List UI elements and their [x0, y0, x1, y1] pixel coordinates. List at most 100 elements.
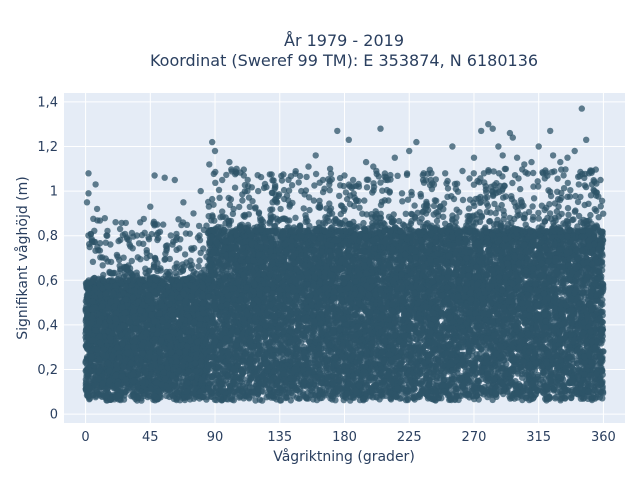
scatter-point	[115, 392, 122, 399]
scatter-point	[89, 306, 96, 313]
scatter-point	[113, 361, 120, 369]
scatter-point	[171, 383, 179, 390]
scatter-point	[96, 318, 103, 326]
scatter-point	[152, 276, 160, 284]
scatter-point	[132, 325, 139, 333]
scatter-point	[150, 263, 158, 270]
scatter-point	[199, 300, 207, 307]
scatter-point	[160, 369, 167, 376]
scatter-point	[158, 337, 165, 344]
scatter-point	[109, 277, 116, 284]
scatter-point	[183, 388, 191, 395]
scatter-point	[168, 295, 175, 302]
scatter-point	[171, 264, 178, 271]
scatter-point	[114, 276, 122, 283]
scatter-point	[91, 285, 99, 293]
scatter-point	[129, 371, 137, 378]
chart-title-line-1: År 1979 - 2019	[284, 31, 404, 50]
scatter-point	[175, 320, 183, 328]
scatter-point	[111, 303, 118, 310]
scatter-point	[151, 221, 159, 228]
scatter-point	[89, 298, 96, 305]
scatter-point	[130, 377, 137, 385]
scatter-point	[177, 304, 184, 312]
scatter-point	[120, 273, 127, 280]
scatter-point	[96, 356, 103, 363]
scatter-point	[128, 360, 135, 367]
scatter-point	[104, 283, 112, 290]
scatter-point	[151, 318, 158, 325]
scatter-point	[119, 304, 126, 311]
scatter-point	[128, 229, 136, 237]
scatter-point	[130, 393, 137, 401]
scatter-point	[193, 345, 200, 352]
scatter-point	[165, 333, 173, 340]
scatter-point	[157, 357, 164, 365]
scatter-point	[122, 219, 129, 227]
scatter-point	[190, 318, 198, 326]
scatter-point	[176, 397, 184, 404]
scatter-point	[120, 322, 127, 329]
scatter-point	[110, 290, 117, 297]
scatter-point	[135, 240, 143, 247]
scatter-point	[97, 254, 104, 261]
scatter-point	[107, 258, 115, 266]
scatter-point	[165, 387, 172, 394]
scatter-point	[162, 242, 170, 250]
scatter-point	[114, 253, 121, 260]
scatter-point	[95, 390, 102, 398]
scatter-point	[88, 353, 95, 360]
scatter-point	[139, 301, 146, 309]
scatter-point	[131, 337, 139, 345]
scatter-point	[182, 298, 189, 305]
scatter-point	[99, 262, 106, 269]
scatter-point	[88, 320, 95, 327]
scatter-point	[180, 290, 187, 298]
scatter-point	[133, 319, 140, 326]
scatter-point	[147, 305, 155, 312]
scatter-point	[166, 255, 173, 263]
scatter-point	[153, 379, 161, 386]
scatter-point	[114, 381, 122, 388]
scatter-point	[175, 216, 182, 223]
scatter-point	[142, 265, 149, 272]
scatter-point	[166, 268, 173, 276]
scatter-point	[188, 293, 195, 300]
scatter-point	[190, 273, 197, 281]
scatter-point	[122, 376, 130, 383]
scatter-point	[169, 372, 176, 379]
scatter-point	[115, 237, 122, 245]
scatter-point	[102, 239, 110, 246]
scatter-point	[90, 368, 98, 375]
scatter-point	[94, 217, 101, 224]
scatter-point	[106, 377, 113, 385]
scatter-point	[92, 327, 99, 334]
scatter-point	[86, 385, 94, 392]
scatter-point	[187, 337, 194, 345]
scatter-point	[156, 310, 163, 317]
scatter-point	[200, 327, 208, 334]
scatter-point	[139, 379, 146, 386]
scatter-point	[198, 376, 205, 384]
scatter-point	[96, 339, 104, 346]
scatter-point	[103, 386, 110, 393]
chart-title-line-2: Koordinat (Sweref 99 TM): E 353874, N 61…	[150, 51, 538, 70]
scatter-point	[106, 367, 113, 374]
scatter-point	[89, 258, 97, 265]
scatter-point	[197, 249, 204, 256]
scatter-point	[143, 329, 150, 337]
scatter-point	[184, 368, 192, 376]
scatter-point	[83, 345, 91, 352]
scatter-point	[178, 265, 185, 272]
scatter-point	[140, 392, 148, 400]
scatter-point	[167, 232, 174, 239]
scatter-point	[127, 243, 134, 250]
scatter-point	[144, 272, 151, 280]
scatter-point	[186, 230, 193, 237]
scatter-point	[151, 289, 158, 296]
scatter-point	[130, 308, 137, 315]
scatter-point	[173, 234, 180, 241]
scatter-point	[173, 358, 180, 366]
scatter-point	[122, 283, 129, 291]
